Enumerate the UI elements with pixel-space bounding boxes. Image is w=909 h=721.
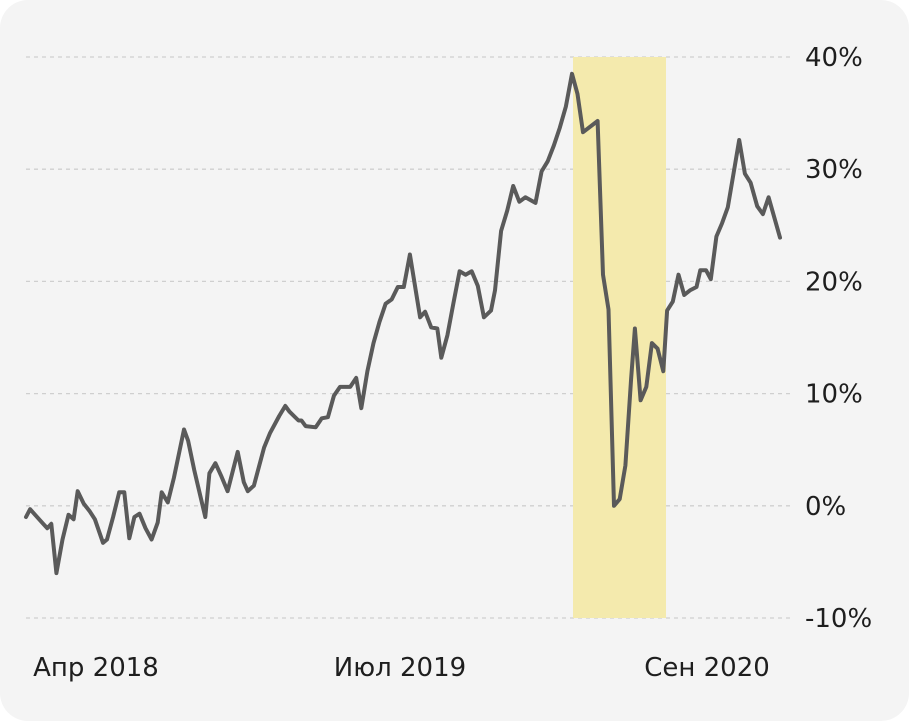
y-tick-label: 40% — [805, 43, 863, 73]
y-tick-label: 20% — [805, 267, 863, 297]
x-axis-ticks: Апр 2018 Июл 2019 Сен 2020 — [33, 653, 770, 683]
grid-lines — [26, 56, 790, 619]
x-tick-label: Апр 2018 — [33, 653, 159, 683]
x-tick-label: Сен 2020 — [644, 653, 770, 683]
highlight-band — [573, 57, 666, 618]
y-tick-label: 30% — [805, 155, 863, 185]
y-axis-ticks: 40% 30% 20% 10% 0% -10% — [805, 43, 872, 634]
series-layer — [24, 71, 782, 576]
series-line — [24, 71, 782, 576]
y-tick-label: -10% — [805, 604, 872, 634]
highlight-band-layer — [573, 57, 666, 618]
x-tick-label: Июл 2019 — [334, 653, 466, 683]
y-tick-label: 10% — [805, 380, 863, 410]
y-tick-label: 0% — [805, 492, 846, 522]
